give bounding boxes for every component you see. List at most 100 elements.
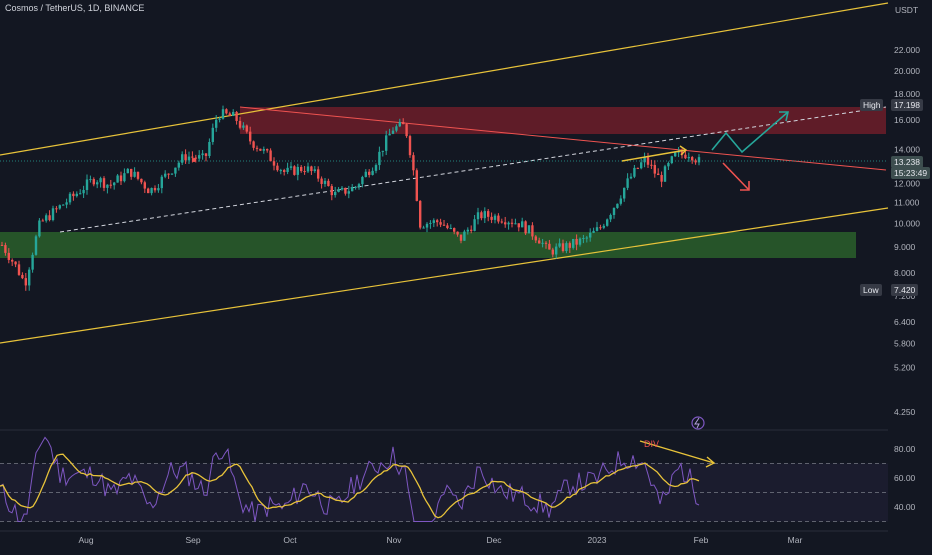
candle-body bbox=[633, 167, 636, 177]
candle-body bbox=[493, 215, 497, 220]
resistance-zone bbox=[240, 107, 886, 134]
candle-body bbox=[538, 240, 541, 244]
candle-body bbox=[582, 237, 585, 239]
channel-lower-line bbox=[0, 207, 889, 344]
candle-body bbox=[568, 243, 571, 248]
candle-body bbox=[279, 170, 282, 172]
candle-body bbox=[636, 167, 639, 169]
bullish-path-arrow bbox=[711, 111, 789, 154]
candle-body bbox=[187, 156, 191, 161]
candle-body bbox=[303, 171, 306, 173]
time-tick-label: Aug bbox=[78, 535, 93, 545]
candle-body bbox=[72, 193, 75, 197]
candle-body bbox=[609, 214, 612, 220]
divergence-label: DIV bbox=[644, 439, 659, 449]
candle-body bbox=[436, 220, 439, 223]
candle-body bbox=[136, 171, 140, 179]
candle-body bbox=[17, 264, 21, 275]
candle-body bbox=[578, 238, 582, 245]
candle-body bbox=[204, 153, 208, 156]
candle-body bbox=[531, 225, 534, 237]
candle-body bbox=[674, 152, 677, 157]
lightning-icon[interactable] bbox=[691, 416, 705, 430]
candle-body bbox=[449, 228, 452, 230]
candle-body bbox=[85, 179, 89, 190]
candle-body bbox=[378, 151, 381, 166]
candle-body bbox=[45, 215, 48, 221]
candle-body bbox=[432, 220, 435, 223]
candle-body bbox=[184, 154, 187, 161]
candle-body bbox=[534, 236, 537, 241]
candle-body bbox=[109, 184, 112, 186]
candle-body bbox=[296, 166, 299, 175]
candle-body bbox=[354, 186, 357, 188]
price-tick-label: 8.000 bbox=[894, 268, 916, 278]
candle-body bbox=[429, 222, 432, 224]
candle-body bbox=[306, 166, 310, 172]
rsi-line bbox=[0, 436, 700, 522]
candle-body bbox=[266, 149, 269, 151]
candle-body bbox=[147, 188, 150, 194]
time-tick-label: Feb bbox=[694, 535, 709, 545]
candle-body bbox=[572, 238, 575, 248]
candle-body bbox=[272, 161, 276, 166]
candle-body bbox=[374, 165, 378, 171]
candle-body bbox=[408, 136, 412, 156]
candle-body bbox=[177, 162, 180, 168]
candle-body bbox=[340, 187, 344, 190]
candle-body bbox=[446, 225, 449, 229]
candle-body bbox=[327, 180, 330, 187]
candle-body bbox=[181, 154, 184, 163]
candle-body bbox=[670, 156, 673, 164]
candle-body bbox=[663, 166, 667, 182]
candle-body bbox=[14, 261, 17, 265]
candle-body bbox=[381, 150, 384, 152]
candle-body bbox=[99, 178, 102, 183]
price-tick-label: 12.000 bbox=[894, 178, 920, 188]
bearish-arrow bbox=[722, 162, 750, 191]
candle-body bbox=[483, 211, 486, 219]
candle-body bbox=[371, 170, 374, 175]
rsi-divergence-arrowhead bbox=[705, 456, 716, 468]
candle-body bbox=[643, 156, 646, 163]
candle-body bbox=[667, 163, 670, 167]
candle-body bbox=[262, 149, 265, 151]
candle-body bbox=[694, 160, 697, 163]
candle-body bbox=[412, 155, 415, 171]
candle-body bbox=[28, 269, 31, 286]
candle-body bbox=[504, 222, 507, 225]
candle-body bbox=[330, 186, 333, 196]
candle-body bbox=[208, 141, 211, 156]
candle-body bbox=[225, 109, 228, 114]
candle-body bbox=[283, 170, 286, 172]
candle-body bbox=[585, 237, 588, 239]
candle-body bbox=[160, 176, 163, 189]
candle-body bbox=[589, 232, 592, 238]
candle-body bbox=[388, 133, 391, 136]
candle-body bbox=[106, 184, 109, 188]
candle-body bbox=[510, 222, 514, 224]
candle-body bbox=[150, 187, 153, 194]
candle-body bbox=[646, 156, 650, 165]
candle-body bbox=[517, 223, 520, 228]
candle-body bbox=[606, 219, 609, 226]
candle-body bbox=[68, 193, 72, 203]
candle-body bbox=[612, 207, 616, 215]
price-tick-label: 11.000 bbox=[894, 198, 920, 208]
marker-dot bbox=[192, 158, 196, 162]
candle-body bbox=[629, 176, 633, 179]
low-badge-value: 7.420 bbox=[891, 284, 919, 296]
candle-body bbox=[524, 221, 527, 234]
candle-body bbox=[300, 166, 303, 172]
candle-body bbox=[357, 184, 361, 187]
candle-body bbox=[245, 125, 248, 132]
candle-body bbox=[320, 178, 323, 184]
candle-body bbox=[415, 170, 418, 201]
candle-body bbox=[255, 147, 259, 149]
candle-body bbox=[252, 141, 255, 148]
candle-body bbox=[174, 167, 177, 174]
candle-body bbox=[58, 205, 61, 209]
candle-body bbox=[405, 124, 408, 137]
